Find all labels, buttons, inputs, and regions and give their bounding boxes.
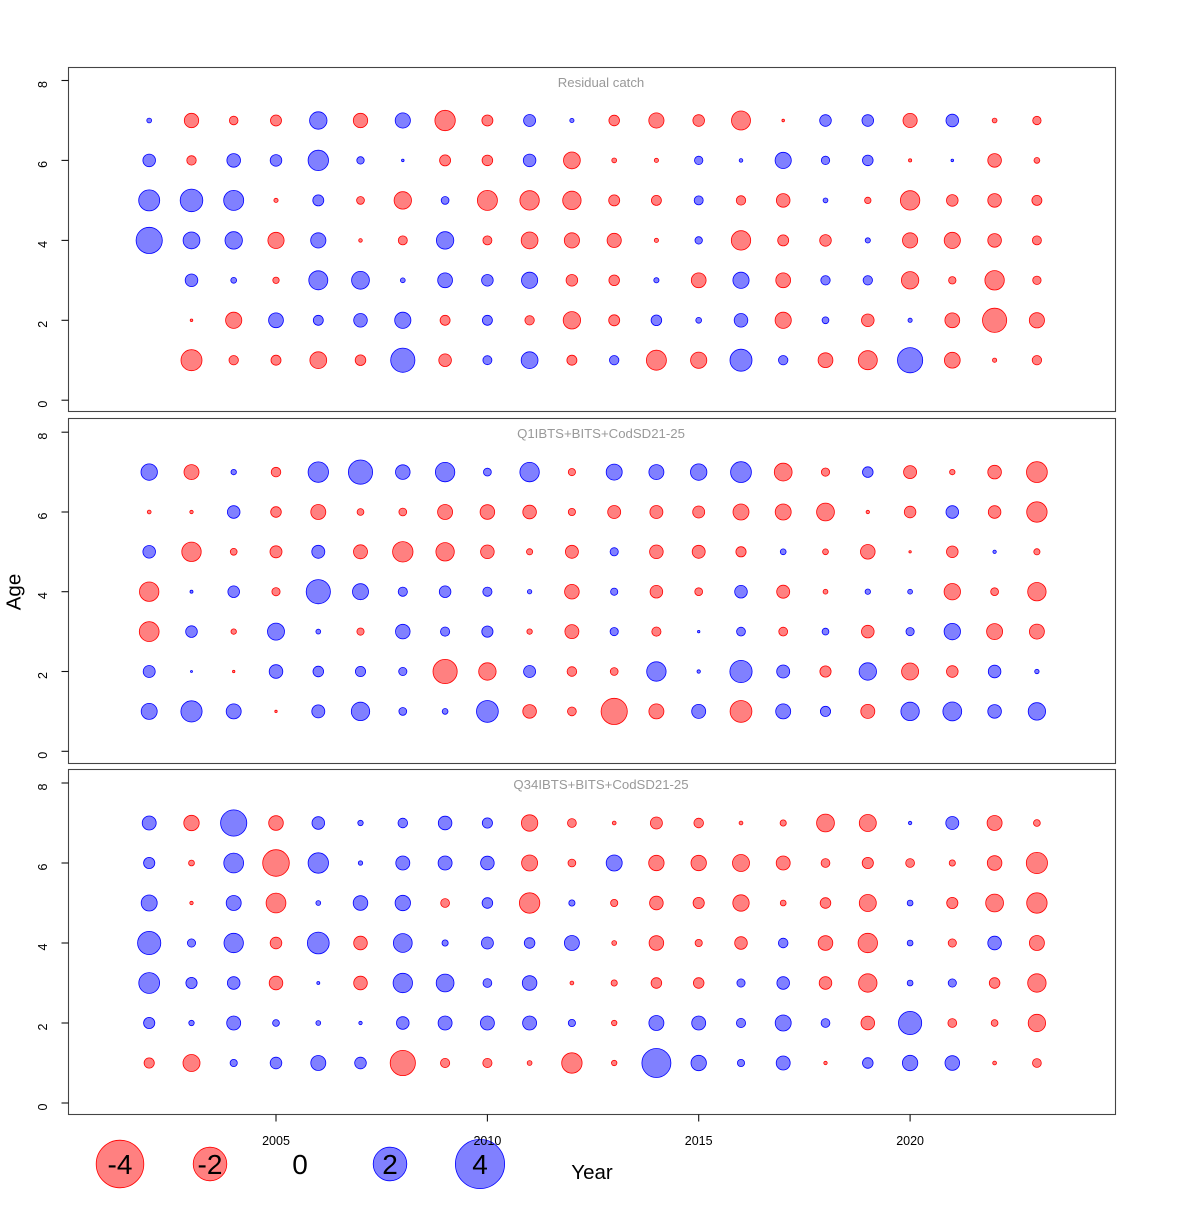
- svg-text:0: 0: [36, 1103, 50, 1110]
- svg-text:4: 4: [36, 241, 50, 248]
- svg-text:4: 4: [36, 592, 50, 599]
- svg-text:2: 2: [382, 1149, 398, 1180]
- svg-text:8: 8: [36, 783, 50, 790]
- svg-text:4: 4: [472, 1149, 488, 1180]
- svg-text:Residual catch: Residual catch: [558, 75, 645, 90]
- svg-text:2020: 2020: [896, 1134, 924, 1148]
- svg-text:6: 6: [36, 161, 50, 168]
- svg-text:2: 2: [36, 672, 50, 679]
- svg-text:Age: Age: [3, 574, 26, 610]
- svg-text:-2: -2: [198, 1149, 223, 1180]
- svg-text:Q34IBTS+BITS+CodSD21-25: Q34IBTS+BITS+CodSD21-25: [513, 777, 688, 792]
- svg-text:0: 0: [292, 1149, 308, 1180]
- svg-text:4: 4: [36, 943, 50, 950]
- svg-text:-4: -4: [108, 1149, 133, 1180]
- svg-text:6: 6: [36, 863, 50, 870]
- svg-text:Q1IBTS+BITS+CodSD21-25: Q1IBTS+BITS+CodSD21-25: [517, 426, 685, 441]
- svg-text:8: 8: [36, 81, 50, 88]
- svg-text:2005: 2005: [262, 1134, 290, 1148]
- svg-text:2: 2: [36, 321, 50, 328]
- svg-text:8: 8: [36, 433, 50, 440]
- svg-text:6: 6: [36, 512, 50, 519]
- svg-text:0: 0: [36, 401, 50, 408]
- svg-text:2010: 2010: [473, 1134, 501, 1148]
- svg-text:2: 2: [36, 1023, 50, 1030]
- svg-text:Year: Year: [571, 1161, 613, 1184]
- svg-text:0: 0: [36, 752, 50, 759]
- svg-text:2015: 2015: [685, 1134, 713, 1148]
